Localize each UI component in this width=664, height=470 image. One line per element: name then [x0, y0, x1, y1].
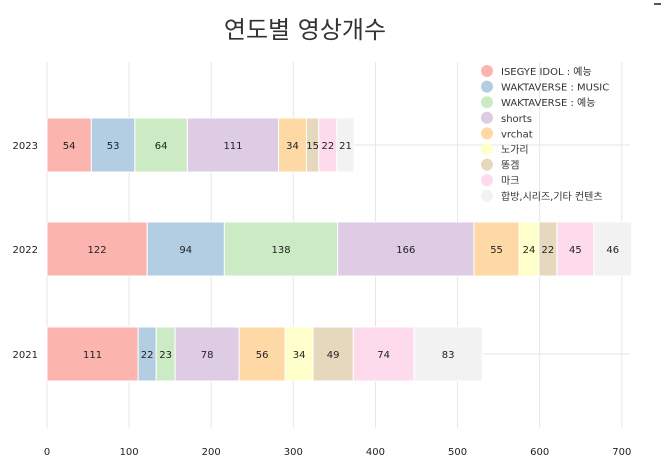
segment-value-label: 74 [377, 350, 390, 361]
legend-marker [481, 158, 493, 171]
y-tick-label: 2023 [13, 141, 38, 152]
legend-marker [481, 111, 493, 124]
segment-value-label: 24 [523, 245, 536, 256]
bar-segment [46, 326, 139, 382]
segment-value-label: 111 [223, 141, 242, 152]
segment-value-label: 53 [107, 141, 120, 152]
x-tick-label: 500 [448, 447, 467, 458]
segment-value-label: 22 [321, 141, 334, 152]
bar-segment [46, 117, 92, 173]
segment-value-label: 83 [442, 350, 455, 361]
window-corner-mark [654, 3, 661, 5]
x-tick-label: 100 [120, 447, 139, 458]
segment-value-label: 64 [155, 141, 168, 152]
segment-value-label: 21 [339, 141, 352, 152]
legend-entry: WAKTAVERSE : 예능 [501, 97, 595, 109]
bar-segment [352, 326, 415, 382]
segment-value-label: 22 [542, 245, 555, 256]
bar-segment [336, 117, 355, 173]
chart-title: 연도별 영상개수 [223, 16, 387, 44]
bar-segment [337, 221, 475, 277]
x-tick-label: 400 [366, 447, 385, 458]
bar-segment [593, 221, 633, 277]
bar-segment [146, 221, 225, 277]
x-tick-label: 700 [612, 447, 631, 458]
segment-value-label: 54 [63, 141, 76, 152]
x-tick-label: 200 [202, 447, 221, 458]
x-tick-label: 600 [530, 447, 549, 458]
segment-value-label: 15 [306, 141, 319, 152]
bar-segment [223, 221, 339, 277]
legend: ISEGYE IDOL : 예능 WAKTAVERSE : MUSIC WAKTAV… [481, 65, 609, 203]
legend-marker [481, 127, 493, 140]
segment-value-label: 138 [271, 245, 290, 256]
bar-segment [186, 117, 280, 173]
legend-marker [481, 80, 493, 93]
bar-segment [278, 117, 307, 173]
y-axis-ticks: 2021 2022 2023 [13, 141, 38, 361]
bar-segment [556, 221, 595, 277]
segment-value-label: 166 [396, 245, 415, 256]
legend-entry: WAKTAVERSE : MUSIC [501, 83, 609, 94]
bar-segment [134, 117, 188, 173]
segment-value-label: 49 [327, 350, 340, 361]
segment-value-label: 56 [256, 350, 269, 361]
legend-marker [481, 65, 493, 77]
segment-value-label: 111 [83, 350, 102, 361]
legend-entry: ISEGYE IDOL : 예능 [501, 66, 592, 78]
legend-entry: 똥겜 [501, 160, 519, 172]
x-tick-label: 300 [284, 447, 303, 458]
segment-value-label: 23 [159, 350, 172, 361]
legend-marker [481, 174, 493, 187]
legend-entry: 합방,시리즈,기타 컨텐츠 [501, 191, 603, 203]
segment-value-label: 22 [141, 350, 154, 361]
x-axis-ticks: 0 100 200 300 400 500 600 700 [44, 447, 632, 458]
x-tick-label: 0 [44, 447, 50, 458]
legend-marker [481, 96, 493, 109]
bar-segment [473, 221, 520, 277]
segment-value-label: 34 [286, 141, 299, 152]
segment-value-label: 45 [569, 245, 582, 256]
bars: 111 22 23 78 56 34 49 74 83 122 94 138 166 55 24 22 45 46… [46, 117, 633, 382]
bar-segment [413, 326, 483, 382]
legend-entry: 마크 [501, 175, 519, 187]
segment-value-label: 46 [606, 245, 619, 256]
bar-segment [312, 326, 354, 382]
segment-value-label: 55 [490, 245, 503, 256]
legend-marker [481, 143, 493, 155]
segment-value-label: 122 [88, 245, 107, 256]
bar-segment [174, 326, 240, 382]
bar-segment [284, 326, 314, 382]
bar-segment [46, 221, 148, 277]
segment-value-label: 34 [293, 350, 306, 361]
segment-value-label: 94 [179, 245, 192, 256]
legend-entry: vrchat [501, 129, 533, 140]
y-tick-label: 2021 [13, 350, 38, 361]
legend-entry: 노가리 [501, 144, 529, 156]
legend-marker [481, 189, 493, 202]
legend-entry: shorts [501, 114, 532, 125]
y-tick-label: 2022 [13, 245, 38, 256]
segment-value-label: 78 [201, 350, 214, 361]
